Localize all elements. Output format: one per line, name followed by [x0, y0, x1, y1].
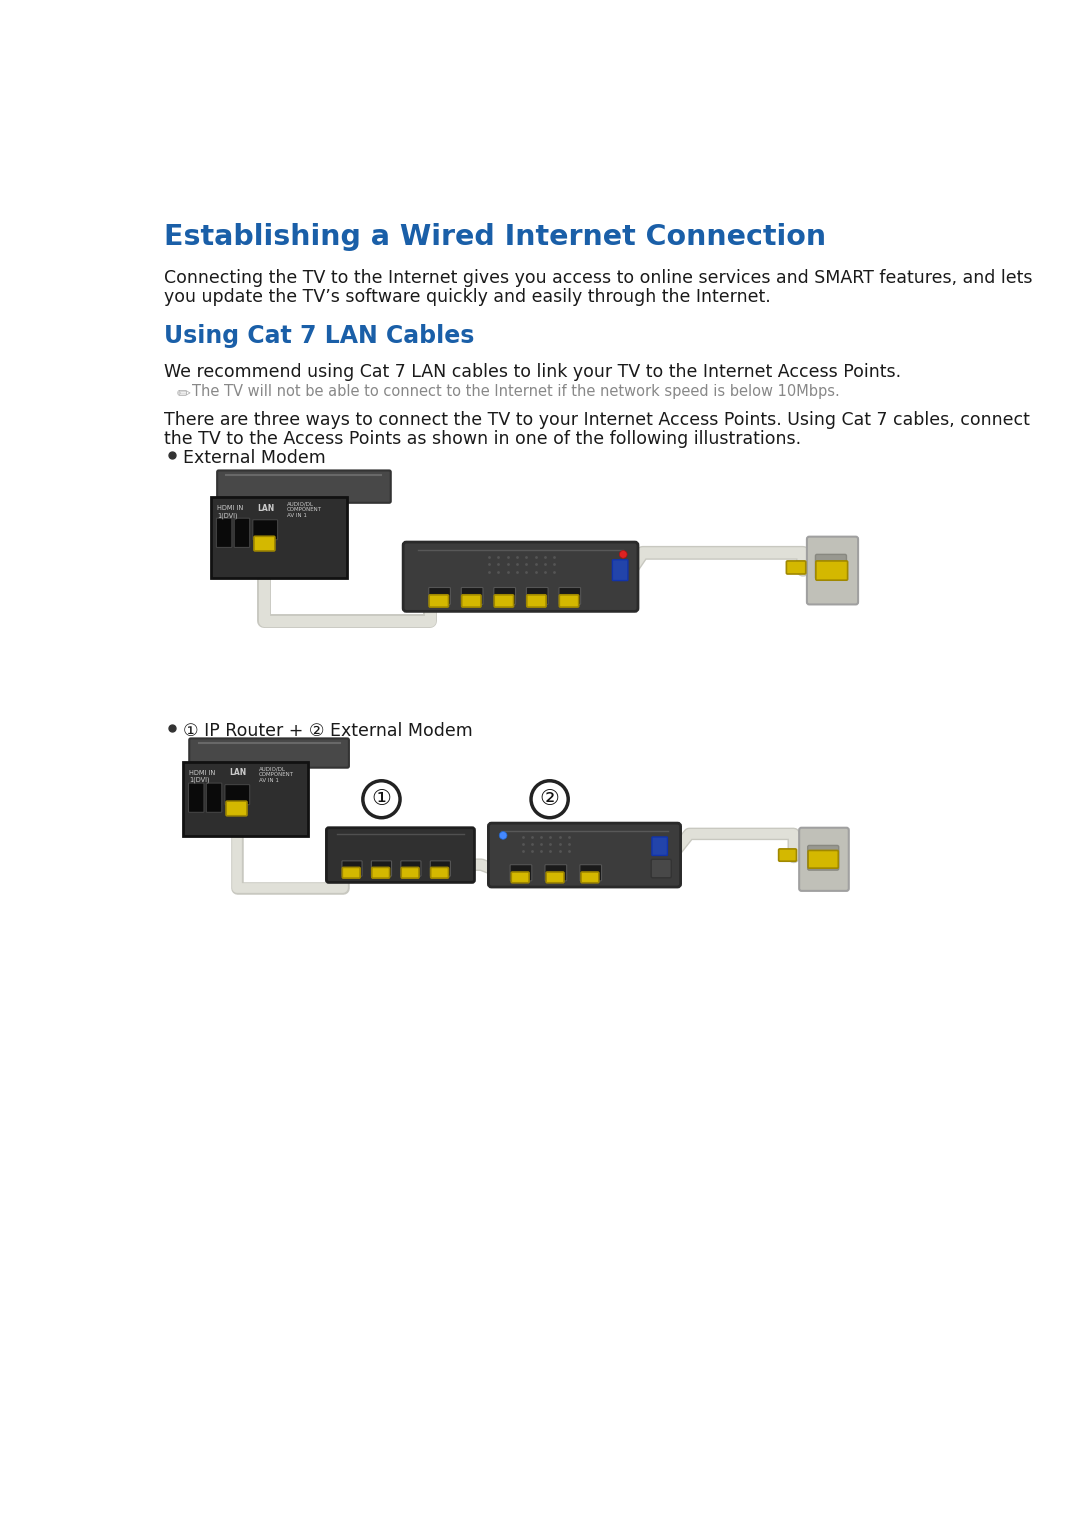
- FancyBboxPatch shape: [546, 872, 564, 883]
- FancyBboxPatch shape: [254, 536, 275, 551]
- FancyBboxPatch shape: [545, 864, 567, 881]
- FancyBboxPatch shape: [807, 536, 859, 605]
- Text: External Modem: External Modem: [183, 449, 326, 467]
- FancyBboxPatch shape: [581, 872, 598, 883]
- Circle shape: [499, 832, 507, 840]
- FancyBboxPatch shape: [612, 560, 627, 580]
- FancyBboxPatch shape: [189, 739, 349, 768]
- FancyBboxPatch shape: [511, 872, 529, 883]
- Circle shape: [531, 780, 568, 818]
- FancyBboxPatch shape: [559, 596, 579, 608]
- Circle shape: [363, 780, 400, 818]
- Text: Using Cat 7 LAN Cables: Using Cat 7 LAN Cables: [164, 324, 475, 348]
- FancyBboxPatch shape: [372, 861, 392, 876]
- Text: ①: ①: [372, 789, 391, 809]
- FancyBboxPatch shape: [652, 837, 667, 855]
- Text: Connecting the TV to the Internet gives you access to online services and SMART : Connecting the TV to the Internet gives …: [164, 269, 1032, 287]
- FancyBboxPatch shape: [226, 802, 247, 815]
- Text: AUDIO/DL
COMPONENT
AV IN 1: AUDIO/DL COMPONENT AV IN 1: [287, 501, 322, 518]
- Text: Establishing a Wired Internet Connection: Establishing a Wired Internet Connection: [164, 223, 826, 252]
- FancyBboxPatch shape: [401, 861, 421, 876]
- FancyBboxPatch shape: [216, 518, 232, 548]
- FancyBboxPatch shape: [799, 828, 849, 890]
- Text: you update the TV’s software quickly and easily through the Internet.: you update the TV’s software quickly and…: [164, 289, 771, 305]
- FancyBboxPatch shape: [779, 849, 796, 861]
- FancyBboxPatch shape: [234, 518, 249, 548]
- FancyBboxPatch shape: [430, 861, 450, 876]
- FancyBboxPatch shape: [808, 851, 838, 869]
- FancyBboxPatch shape: [342, 861, 362, 876]
- FancyBboxPatch shape: [510, 864, 531, 881]
- FancyBboxPatch shape: [189, 783, 204, 812]
- FancyBboxPatch shape: [342, 867, 360, 878]
- FancyBboxPatch shape: [527, 596, 546, 608]
- FancyBboxPatch shape: [372, 867, 390, 878]
- Text: LAN: LAN: [230, 768, 247, 777]
- FancyBboxPatch shape: [461, 588, 483, 605]
- FancyBboxPatch shape: [815, 560, 848, 580]
- FancyBboxPatch shape: [526, 588, 548, 605]
- Text: AUDIO/DL
COMPONENT
AV IN 1: AUDIO/DL COMPONENT AV IN 1: [259, 767, 294, 783]
- FancyBboxPatch shape: [401, 867, 419, 878]
- Circle shape: [619, 551, 627, 559]
- Text: The TV will not be able to connect to the Internet if the network speed is below: The TV will not be able to connect to th…: [192, 385, 840, 399]
- Text: We recommend using Cat 7 LAN cables to link your TV to the Internet Access Point: We recommend using Cat 7 LAN cables to l…: [164, 362, 902, 380]
- FancyBboxPatch shape: [217, 470, 391, 502]
- FancyBboxPatch shape: [494, 588, 515, 605]
- FancyBboxPatch shape: [429, 596, 448, 608]
- FancyBboxPatch shape: [808, 846, 839, 870]
- Text: ① IP Router + ② External Modem: ① IP Router + ② External Modem: [183, 722, 473, 741]
- FancyBboxPatch shape: [206, 783, 221, 812]
- Text: ✏: ✏: [176, 385, 190, 402]
- FancyBboxPatch shape: [559, 588, 581, 605]
- FancyBboxPatch shape: [495, 596, 514, 608]
- FancyBboxPatch shape: [403, 542, 638, 611]
- FancyBboxPatch shape: [183, 762, 308, 837]
- Text: ②: ②: [540, 789, 559, 809]
- FancyBboxPatch shape: [211, 498, 347, 579]
- FancyBboxPatch shape: [326, 828, 474, 883]
- Text: HDMI IN
1(DVI): HDMI IN 1(DVI): [217, 505, 243, 519]
- Text: HDMI IN
1(DVI): HDMI IN 1(DVI): [189, 770, 216, 783]
- FancyBboxPatch shape: [580, 864, 602, 881]
- FancyBboxPatch shape: [461, 596, 481, 608]
- Text: LAN: LAN: [257, 504, 274, 513]
- FancyBboxPatch shape: [786, 560, 806, 574]
- FancyBboxPatch shape: [651, 860, 672, 878]
- FancyBboxPatch shape: [225, 785, 249, 805]
- Text: the TV to the Access Points as shown in one of the following illustrations.: the TV to the Access Points as shown in …: [164, 429, 801, 447]
- FancyBboxPatch shape: [815, 554, 847, 579]
- Text: There are three ways to connect the TV to your Internet Access Points. Using Cat: There are three ways to connect the TV t…: [164, 411, 1030, 429]
- FancyBboxPatch shape: [253, 519, 278, 539]
- FancyBboxPatch shape: [431, 867, 448, 878]
- FancyBboxPatch shape: [429, 588, 450, 605]
- FancyBboxPatch shape: [488, 823, 680, 887]
